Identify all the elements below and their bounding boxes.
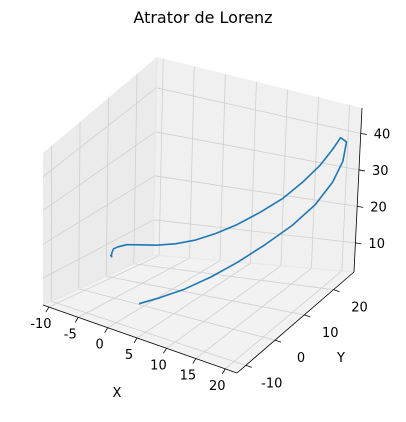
pane-edge [42,254,154,306]
x-gridline-floor [48,255,160,308]
x-gridline-back [219,73,226,261]
x-gridline-floor [78,257,190,318]
y-tick-mark [274,339,282,343]
y-gridline-left [133,73,138,264]
z-gridline-left [42,175,155,245]
series-line-0 [109,136,348,305]
y-gridline-left [78,121,81,289]
y-gridline-floor [78,288,276,341]
z-tick-label: 40 [374,128,391,143]
x-gridline-floor [195,268,312,359]
z-tick-mark [357,206,364,208]
chart-title: Atrator de Lorenz [133,8,273,27]
x-tick-label: -5 [64,327,77,342]
z-gridline-back [154,175,358,207]
z-tick-mark [355,242,362,245]
y-axis-line [236,271,355,374]
x-gridline-back [280,89,288,266]
y-gridline-floor [106,275,305,316]
x-gridline-back [310,97,319,269]
x-tick-mark [45,306,50,313]
y-tick-label: 10 [322,326,339,341]
pane-edge [152,254,355,273]
pane-edge [152,56,158,256]
z-gridline-left [42,87,157,177]
z-axis-line [353,107,363,273]
z-tick-mark [358,169,366,172]
y-gridline-floor [133,263,334,291]
y-axis-label: Y [336,351,345,366]
x-tick-mark [133,337,138,344]
x-tick-label: 0 [96,338,104,353]
y-tick-mark [304,314,311,318]
y-gridline-floor [51,300,246,366]
x-tick-mark [221,368,226,375]
left-wall-pane [43,57,157,305]
z-tick-label: 10 [368,237,385,252]
floor-pane [43,255,354,373]
back-wall-pane [153,57,362,272]
x-tick-label: 15 [180,369,197,384]
x-gridline-floor [136,262,251,339]
z-tick-label: 20 [370,200,387,215]
z-gridline-back [155,131,360,171]
x-tick-label: 10 [150,358,167,373]
y-gridline-left [105,97,109,277]
x-gridline-back [341,104,350,271]
x-tick-mark [74,317,79,323]
y-tick-mark [333,289,340,293]
x-tick-mark [104,327,109,333]
x-axis-label: X [113,386,122,401]
y-tick-label: -10 [261,376,282,391]
z-gridline-back [153,219,356,244]
z-gridline-back [156,87,361,134]
x-gridline-back [189,66,195,259]
x-gridline-floor [107,260,221,329]
z-gridline-left [42,219,154,279]
x-gridline-back [158,58,164,256]
x-tick-mark [163,348,167,354]
y-tick-mark [245,365,252,368]
x-tick-label: 5 [125,348,133,363]
z-gridline-left [42,131,156,211]
z-tick-mark [360,133,367,135]
x-gridline-floor [224,270,343,370]
x-tick-label: -10 [30,317,51,332]
x-axis-line [42,304,238,374]
x-gridline-back [250,81,257,264]
x-gridline-floor [166,265,282,349]
x-tick-label: 20 [209,379,226,394]
y-tick-label: 0 [297,351,305,366]
z-tick-label: 30 [372,164,389,179]
y-tick-label: 20 [351,301,368,316]
x-tick-mark [192,358,197,364]
